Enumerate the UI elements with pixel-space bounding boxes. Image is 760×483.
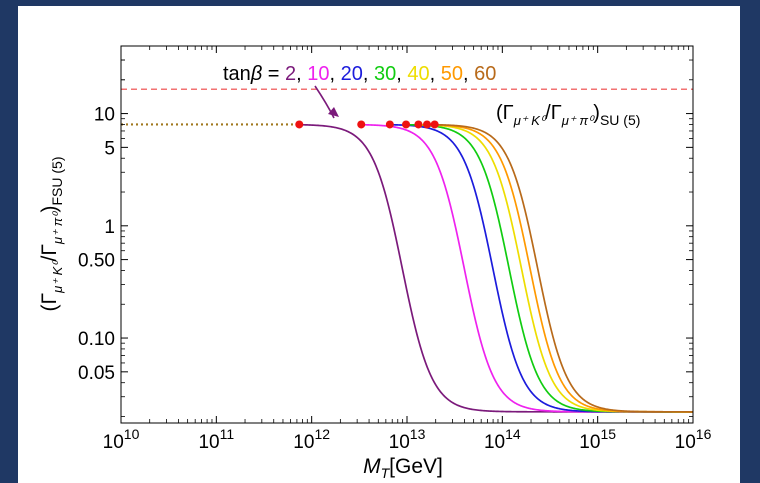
su5-ratio-label: (Γμ⁺ K⁰/Γμ⁺ π⁰)SU (5)	[496, 102, 640, 128]
x-tick-label: 1010	[103, 426, 140, 453]
legend-tanbeta: tanβ = 2, 10, 20, 30, 40, 50, 60	[223, 63, 496, 85]
marker-point-2	[295, 120, 304, 129]
y-tick-label: 0.10	[78, 329, 115, 350]
chart-panel: 1010 1011 1012 1013 1014 1015 1016 0.05 0.10 0.50…	[18, 6, 740, 483]
x-axis-label: MT[GeV]	[363, 455, 443, 481]
series-curve-20	[389, 123, 693, 413]
arrow-head	[328, 107, 339, 117]
y-tick-label: 0.05	[78, 363, 115, 384]
legend-entry-50: 50	[441, 63, 463, 85]
y-tick-label: 10	[94, 105, 115, 126]
marker-point-60	[430, 120, 439, 129]
legend-entry-40: 40	[407, 63, 429, 85]
y-tick-label: 0.50	[78, 251, 115, 272]
x-tick-label: 1016	[675, 426, 712, 453]
curves-layer	[121, 88, 693, 413]
legend-entry-30: 30	[374, 63, 396, 85]
series-curve-60	[434, 123, 693, 413]
marker-point-20	[385, 120, 394, 129]
legend-entry-2: 2	[285, 63, 296, 85]
series-curve-10	[361, 123, 693, 413]
x-tick-label: 1015	[579, 426, 616, 453]
marker-point-10	[357, 120, 366, 129]
x-tick-label: 1012	[293, 426, 330, 453]
axes-layer: 1010 1011 1012 1013 1014 1015 10160.050.100.50…	[78, 45, 712, 453]
legend-entry-10: 10	[307, 63, 329, 85]
marker-point-30	[402, 120, 411, 129]
marker-point-40	[414, 120, 423, 129]
y-tick-label: 1	[104, 217, 115, 238]
markers-layer	[295, 120, 439, 129]
x-tick-label: 1013	[389, 426, 426, 453]
y-tick-label: 5	[104, 138, 115, 159]
legend-arrow	[314, 85, 339, 119]
x-tick-label: 1011	[198, 426, 234, 453]
marker-point-50	[423, 120, 432, 129]
arrow-shaft	[314, 85, 335, 119]
legend-entry-20: 20	[341, 63, 363, 85]
x-tick-label: 1014	[484, 426, 521, 453]
legend-entry-60: 60	[474, 63, 496, 85]
series-curve-30	[406, 123, 693, 413]
plot-frame	[120, 45, 694, 424]
chart-svg: 1010 1011 1012 1013 1014 1015 10160.050.100.50…	[38, 45, 712, 481]
y-axis-label: (Γμ⁺ K⁰/Γμ⁺ π⁰)FSU (5)	[38, 157, 65, 312]
